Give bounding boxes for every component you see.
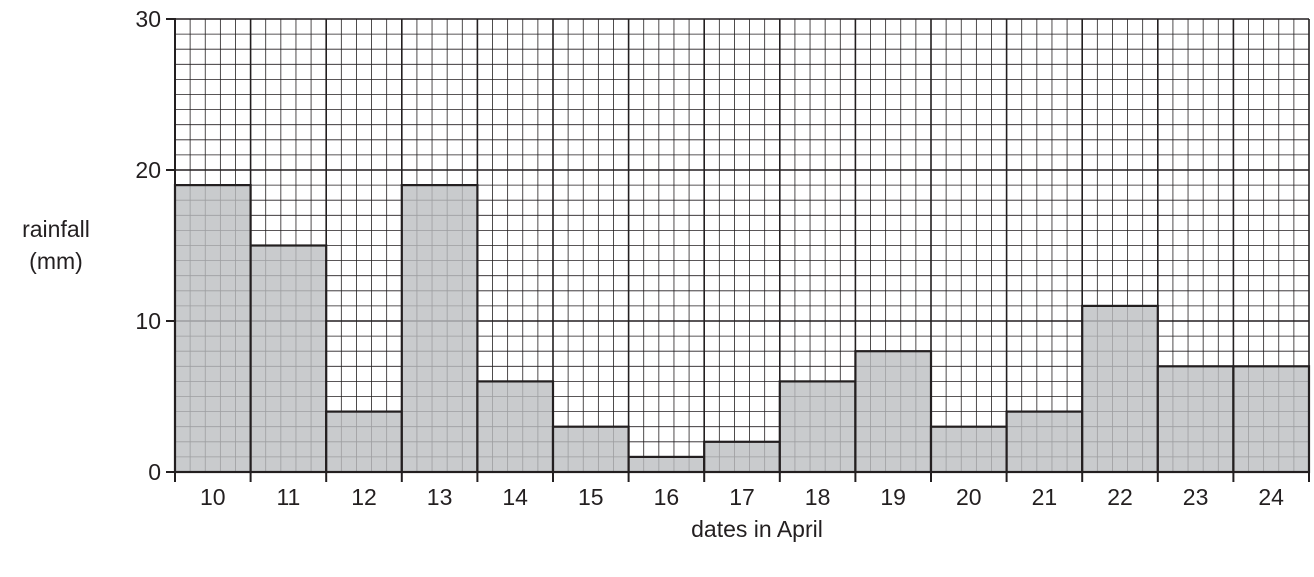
bar-19 bbox=[854, 350, 933, 474]
bar-18 bbox=[778, 380, 857, 474]
bar-13 bbox=[400, 184, 479, 474]
bar-20 bbox=[929, 425, 1008, 474]
y-tick-label-10: 10 bbox=[135, 308, 161, 334]
x-tick-label-12: 12 bbox=[351, 484, 377, 510]
x-tick-label-17: 17 bbox=[729, 484, 755, 510]
axes bbox=[166, 18, 1310, 482]
y-tick-label-30: 30 bbox=[135, 6, 161, 32]
bar-23 bbox=[1156, 365, 1235, 474]
x-tick-label-22: 22 bbox=[1107, 484, 1133, 510]
x-tick-label-10: 10 bbox=[200, 484, 226, 510]
y-axis-label-line-1: rainfall bbox=[22, 216, 90, 242]
bar-22 bbox=[1081, 304, 1159, 474]
x-axis-label: dates in April bbox=[691, 516, 823, 542]
y-tick-label-20: 20 bbox=[135, 157, 161, 183]
bar-15 bbox=[551, 425, 630, 474]
bar-10 bbox=[173, 184, 252, 474]
tick-labels: 0 10 20 30 10 11 12 13 14 15 16 17 18 19 20 21 22 23 24 bbox=[135, 6, 1284, 510]
bar-16 bbox=[627, 455, 706, 474]
x-tick-label-24: 24 bbox=[1258, 484, 1284, 510]
bar-24 bbox=[1232, 365, 1311, 474]
x-tick-label-13: 13 bbox=[427, 484, 453, 510]
y-axis-label: rainfall (mm) bbox=[0, 213, 112, 277]
x-tick-label-20: 20 bbox=[956, 484, 982, 510]
x-tick-label-19: 19 bbox=[880, 484, 906, 510]
bar-17 bbox=[703, 440, 781, 474]
x-tick-label-21: 21 bbox=[1032, 484, 1058, 510]
y-axis-label-line-2: (mm) bbox=[29, 248, 83, 274]
x-tick-label-16: 16 bbox=[654, 484, 680, 510]
bar-12 bbox=[325, 410, 403, 474]
bar-14 bbox=[476, 380, 555, 474]
bar-21 bbox=[1005, 410, 1084, 474]
x-tick-label-18: 18 bbox=[805, 484, 831, 510]
y-tick-label-0: 0 bbox=[148, 459, 161, 485]
x-tick-label-14: 14 bbox=[502, 484, 528, 510]
bars bbox=[173, 184, 1311, 474]
x-tick-label-11: 11 bbox=[276, 484, 300, 510]
bar-11 bbox=[249, 244, 328, 474]
x-tick-label-15: 15 bbox=[578, 484, 604, 510]
x-tick-label-23: 23 bbox=[1183, 484, 1209, 510]
